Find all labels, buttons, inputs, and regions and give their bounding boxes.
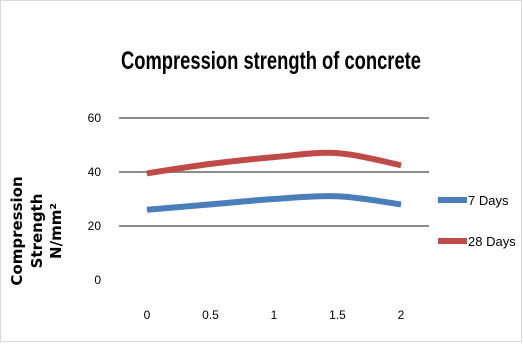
legend: 7 Days 28 Days — [438, 193, 516, 249]
x-tick-labels: 0 0.5 1 1.5 2 — [144, 308, 405, 322]
data-point — [273, 198, 275, 200]
y-axis-label-line: Compression — [8, 176, 26, 285]
legend-label: 28 Days — [468, 234, 516, 249]
data-point — [146, 209, 148, 211]
series-lines — [146, 149, 402, 213]
chart-title: Compression strength of concrete — [121, 47, 421, 75]
x-tick-label: 0.5 — [202, 308, 219, 322]
data-point — [210, 163, 211, 165]
y-axis-label-line: Strength — [28, 194, 46, 269]
data-point — [337, 195, 338, 197]
x-tick-label: 0 — [144, 308, 151, 322]
series-line-0 — [146, 193, 402, 213]
y-tick-label: 60 — [88, 111, 102, 125]
legend-label: 7 Days — [468, 193, 509, 208]
data-point — [210, 203, 211, 205]
data-point — [337, 152, 338, 154]
y-tick-labels: 0 20 40 60 — [88, 111, 102, 287]
data-point — [146, 172, 148, 174]
y-axis-label-line: N/mm² — [47, 203, 65, 259]
y-tick-label: 0 — [94, 273, 101, 287]
y-tick-label: 20 — [88, 219, 102, 233]
x-tick-label: 1.5 — [329, 308, 346, 322]
data-point — [400, 164, 402, 166]
y-axis-label: Compression Strength N/mm² — [8, 176, 65, 285]
x-tick-label: 1 — [271, 308, 278, 322]
data-point — [400, 203, 402, 205]
x-tick-label: 2 — [398, 308, 405, 322]
y-tick-label: 40 — [88, 165, 102, 179]
series-line-1 — [146, 149, 402, 177]
data-point — [273, 156, 275, 158]
